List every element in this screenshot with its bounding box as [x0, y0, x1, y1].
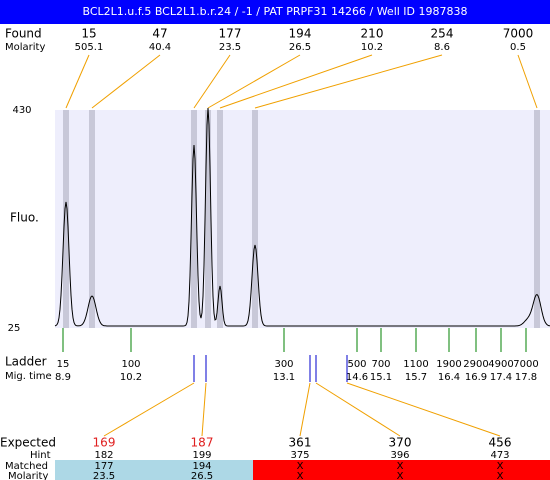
ladder-size: 15 — [57, 359, 70, 370]
ladder-time: 15.1 — [370, 372, 392, 383]
peak-band — [191, 110, 197, 328]
expected-link — [299, 382, 311, 437]
ladder-label: Ladder — [5, 355, 47, 369]
ladder-time: 10.2 — [120, 372, 142, 383]
ladder-size: 100 — [121, 359, 140, 370]
expected-link — [201, 382, 207, 437]
unmatched-bg — [253, 460, 550, 480]
expected-size: 370 — [389, 436, 412, 450]
expected-size: 187 — [191, 436, 214, 450]
expected-hint: 182 — [94, 450, 113, 461]
ladder-time: 16.9 — [465, 372, 487, 383]
ladder-size: 7000 — [513, 359, 538, 370]
plot-area — [55, 110, 550, 328]
hint-label: Hint — [30, 450, 51, 461]
found-size: 177 — [219, 27, 242, 41]
ladder-time: 13.1 — [273, 372, 295, 383]
found-size: 194 — [289, 27, 312, 41]
y-min: 25 — [8, 323, 21, 334]
found-size: 47 — [152, 27, 167, 41]
exp-molarity-label: Molarity — [8, 471, 48, 480]
peak-link — [254, 54, 443, 109]
mig-label: Mig. time — [5, 371, 52, 382]
expected-size: 169 — [93, 436, 116, 450]
found-molarity: 10.2 — [361, 42, 383, 53]
found-molarity: 8.6 — [434, 42, 450, 53]
peak-band — [89, 110, 95, 328]
found-molarity: 0.5 — [510, 42, 526, 53]
peak-link — [219, 54, 373, 109]
expected-molarity: 26.5 — [191, 471, 213, 480]
title: BCL2L1.u.f.5 BCL2L1.b.r.24 / -1 / PAT PR… — [83, 5, 468, 18]
expected-matched: X — [297, 461, 304, 472]
peak-link — [193, 54, 231, 109]
expected-matched: 194 — [192, 461, 211, 472]
peak-link — [91, 54, 161, 109]
ladder-size: 300 — [274, 359, 293, 370]
ladder-size: 500 — [347, 359, 366, 370]
expected-molarity: X — [497, 471, 504, 480]
found-size: 7000 — [503, 27, 534, 41]
peak-band — [252, 110, 258, 328]
ladder-time: 15.7 — [405, 372, 427, 383]
found-size: 15 — [81, 27, 96, 41]
found-label: Found — [5, 27, 42, 41]
expected-matched: X — [397, 461, 404, 472]
expected-hint: 199 — [192, 450, 211, 461]
y-max: 430 — [12, 105, 31, 116]
expected-size: 456 — [489, 436, 512, 450]
ladder-size: 1100 — [403, 359, 428, 370]
peak-link — [65, 54, 90, 109]
ladder-size: 1900 — [436, 359, 461, 370]
expected-matched: X — [497, 461, 504, 472]
expected-molarity: X — [297, 471, 304, 480]
matched-label: Matched — [5, 461, 48, 472]
found-size: 210 — [361, 27, 384, 41]
expected-hint: 375 — [290, 450, 309, 461]
ladder-time: 16.4 — [438, 372, 460, 383]
expected-molarity: 23.5 — [93, 471, 115, 480]
expected-matched: 177 — [94, 461, 113, 472]
matched-bg — [55, 460, 253, 480]
peak-link — [207, 54, 301, 109]
trace — [54, 107, 550, 327]
ladder-size: 4900 — [488, 359, 513, 370]
found-size: 254 — [431, 27, 454, 41]
expected-size: 361 — [289, 436, 312, 450]
expected-hint: 473 — [490, 450, 509, 461]
molarity-label: Molarity — [5, 42, 45, 53]
y-label: Fluo. — [10, 211, 39, 225]
found-molarity: 505.1 — [75, 42, 104, 53]
ladder-time: 14.6 — [346, 372, 368, 383]
peak-band — [205, 110, 211, 328]
ladder-size: 700 — [371, 359, 390, 370]
found-molarity: 23.5 — [219, 42, 241, 53]
expected-hint: 396 — [390, 450, 409, 461]
expected-link — [346, 382, 501, 437]
found-molarity: 40.4 — [149, 42, 171, 53]
expected-label: Expected — [0, 436, 56, 450]
peak-band — [63, 110, 69, 328]
expected-molarity: X — [397, 471, 404, 480]
ladder-time: 17.8 — [515, 372, 537, 383]
peak-band — [217, 110, 223, 328]
expected-link — [315, 382, 401, 437]
peak-band — [534, 110, 540, 328]
expected-link — [103, 382, 195, 437]
peak-link — [517, 54, 538, 109]
ladder-size: 2900 — [463, 359, 488, 370]
ladder-time: 8.9 — [55, 372, 71, 383]
found-molarity: 26.5 — [289, 42, 311, 53]
title-bar — [0, 0, 550, 24]
ladder-time: 17.4 — [490, 372, 512, 383]
